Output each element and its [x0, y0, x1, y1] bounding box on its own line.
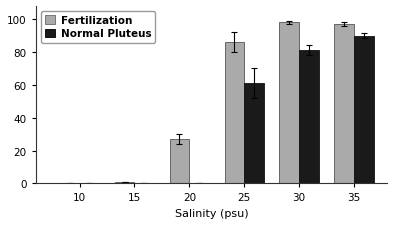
Bar: [225, 43, 244, 184]
Legend: Fertilization, Normal Pluteus: Fertilization, Normal Pluteus: [41, 12, 155, 43]
Bar: [244, 84, 264, 184]
Bar: [115, 182, 134, 184]
Bar: [299, 51, 319, 184]
Bar: [354, 36, 374, 184]
Bar: [279, 23, 299, 184]
X-axis label: Salinity (psu): Salinity (psu): [175, 208, 248, 218]
Bar: [335, 25, 354, 184]
Bar: [169, 140, 190, 184]
